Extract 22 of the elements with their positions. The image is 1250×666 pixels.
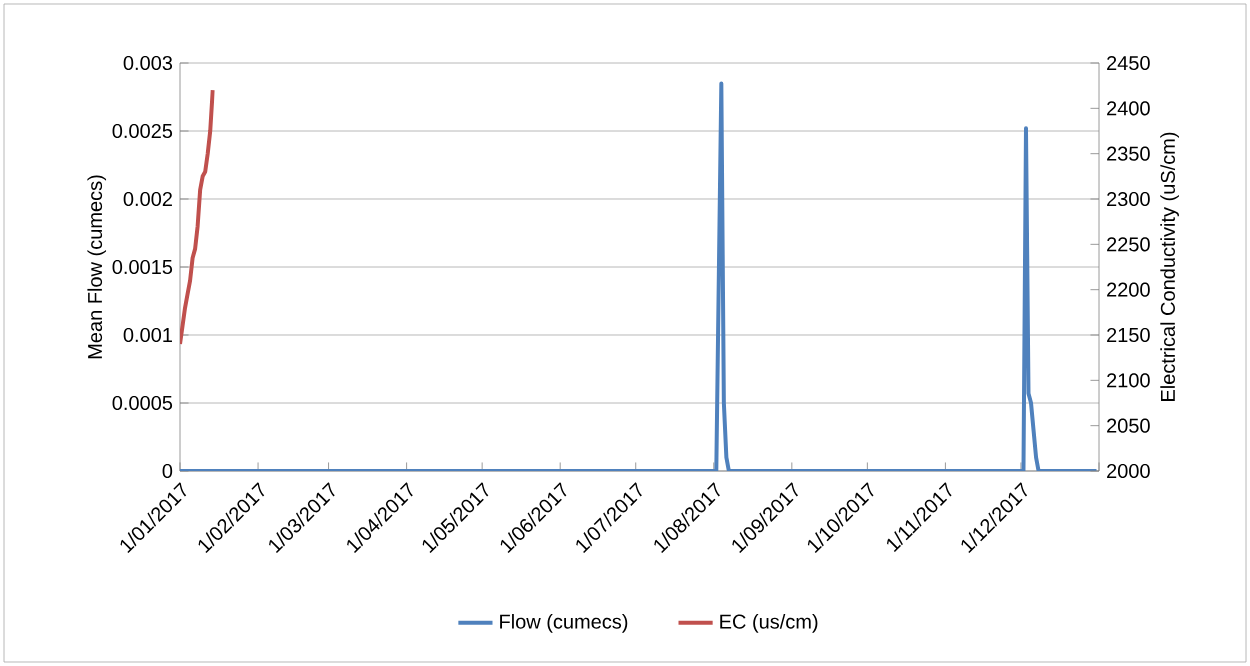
y2-tick-label: 2050 <box>1107 418 1150 433</box>
y-tick-label: 0.001 <box>123 327 172 343</box>
legend-label: EC (us/cm) <box>720 614 818 633</box>
y-tick-label: 0.003 <box>123 55 173 71</box>
y2-axis-title: Electrical Conductivity (uS/cm) <box>1160 132 1179 401</box>
line-series <box>180 88 215 347</box>
y-axis-title: Mean Flow (cumecs) <box>87 175 107 359</box>
y-tick-label: 0.0015 <box>112 259 173 275</box>
y2-tick-label: 2150 <box>1107 327 1150 343</box>
y2-tick-label: 2100 <box>1107 373 1150 388</box>
y2-tick-label: 2400 <box>1107 101 1150 116</box>
y-tick-label: 0.002 <box>123 191 172 207</box>
y2-tick-label: 2250 <box>1107 237 1150 252</box>
y2-tick-label: 2300 <box>1107 191 1150 207</box>
y-tick-label: 0.0025 <box>112 123 173 139</box>
y2-tick-label: 2200 <box>1107 282 1150 297</box>
y2-tick-label: 2000 <box>1107 463 1150 479</box>
legend-label: Flow (cumecs) <box>500 614 628 633</box>
y-tick-label: 0 <box>162 463 173 479</box>
y2-tick-label: 2350 <box>1107 146 1150 161</box>
y-tick-label: 0.0005 <box>112 395 173 411</box>
y2-tick-label: 2450 <box>1107 55 1150 71</box>
